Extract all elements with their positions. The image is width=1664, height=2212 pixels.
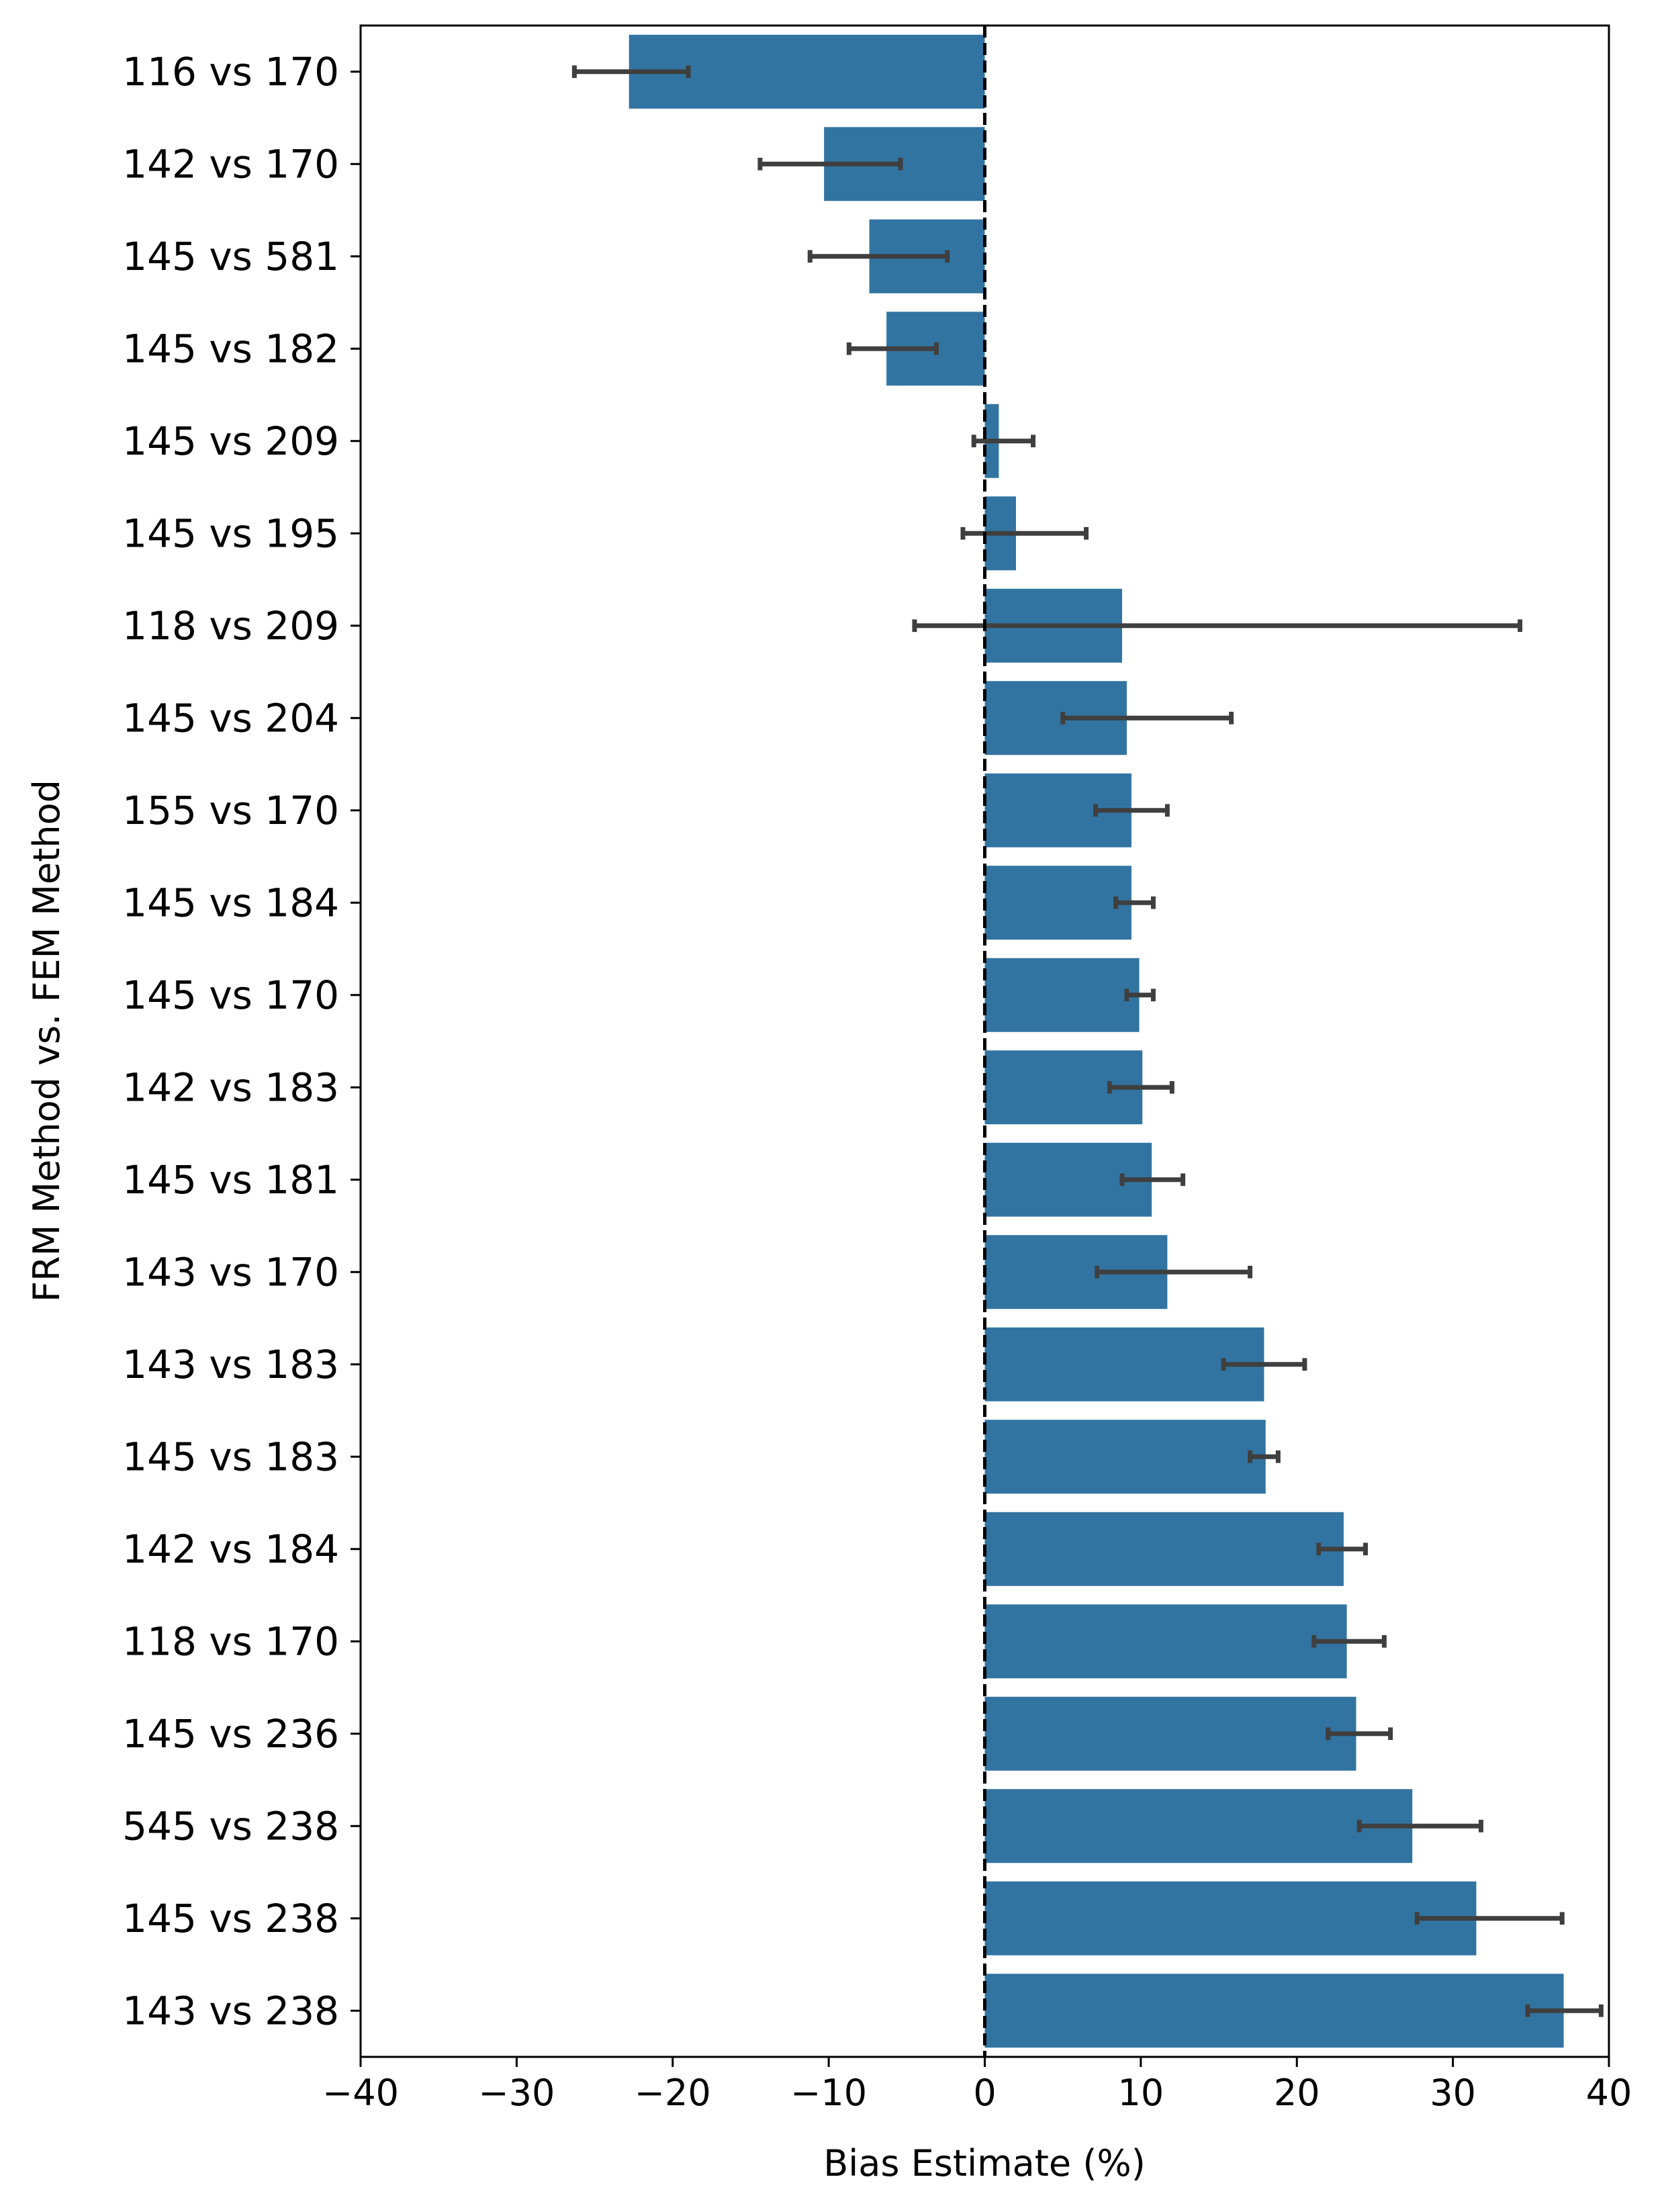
y-tick-label: 145 vs 170	[122, 972, 339, 1018]
x-tick-label: −40	[322, 2072, 399, 2114]
bar	[984, 866, 1131, 940]
y-tick-label: 145 vs 204	[122, 695, 339, 741]
y-tick-label: 145 vs 195	[122, 510, 339, 556]
bar	[984, 1881, 1477, 1955]
x-tick-label: 40	[1586, 2072, 1632, 2114]
y-tick-label: 145 vs 581	[122, 234, 339, 279]
x-axis-label: Bias Estimate (%)	[823, 2142, 1146, 2184]
y-tick-label: 142 vs 170	[122, 141, 339, 187]
x-tick-label: −30	[478, 2072, 555, 2114]
y-tick-label: 145 vs 183	[122, 1434, 339, 1479]
y-tick-label: 116 vs 170	[122, 49, 339, 95]
x-tick-label: 30	[1430, 2072, 1476, 2114]
bar	[984, 1696, 1356, 1771]
y-tick-label: 142 vs 183	[122, 1064, 339, 1110]
y-tick-label: 118 vs 170	[122, 1618, 339, 1664]
y-tick-label: 143 vs 170	[122, 1249, 339, 1295]
y-tick-label: 145 vs 181	[122, 1157, 339, 1203]
y-tick-label: 142 vs 184	[122, 1526, 339, 1572]
y-tick-label: 145 vs 236	[122, 1711, 339, 1757]
bar	[984, 958, 1140, 1032]
x-tick-label: 10	[1118, 2072, 1164, 2114]
y-tick-label: 143 vs 183	[122, 1342, 339, 1387]
errorbars-layer	[571, 65, 1604, 2017]
y-tick-label: 145 vs 184	[122, 880, 339, 925]
bar	[984, 1789, 1413, 1863]
bar	[984, 1512, 1344, 1586]
y-axis: 116 vs 170 142 vs 170 145 vs 581 145 vs 182…	[122, 49, 361, 2033]
y-tick-label: 155 vs 170	[122, 788, 339, 833]
x-tick-label: 20	[1274, 2072, 1320, 2114]
y-tick-label: 145 vs 182	[122, 326, 339, 371]
bar	[984, 1974, 1564, 2048]
y-tick-label: 118 vs 209	[122, 603, 339, 649]
bar	[984, 1327, 1264, 1401]
x-axis: −40 −30 −20 −10 0 10 20 30 40	[322, 2057, 1632, 2114]
y-tick-label: 145 vs 209	[122, 418, 339, 464]
y-tick-label: 143 vs 238	[122, 1988, 339, 2033]
x-tick-label: 0	[973, 2072, 996, 2114]
y-axis-label: FRM Method vs. FEM Method	[26, 780, 68, 1302]
y-tick-label: 545 vs 238	[122, 1803, 339, 1849]
y-tick-label: 145 vs 238	[122, 1896, 339, 1941]
x-tick-label: −10	[790, 2072, 867, 2114]
bar	[984, 1604, 1347, 1679]
x-tick-label: −20	[635, 2072, 711, 2114]
bar	[984, 1420, 1266, 1494]
